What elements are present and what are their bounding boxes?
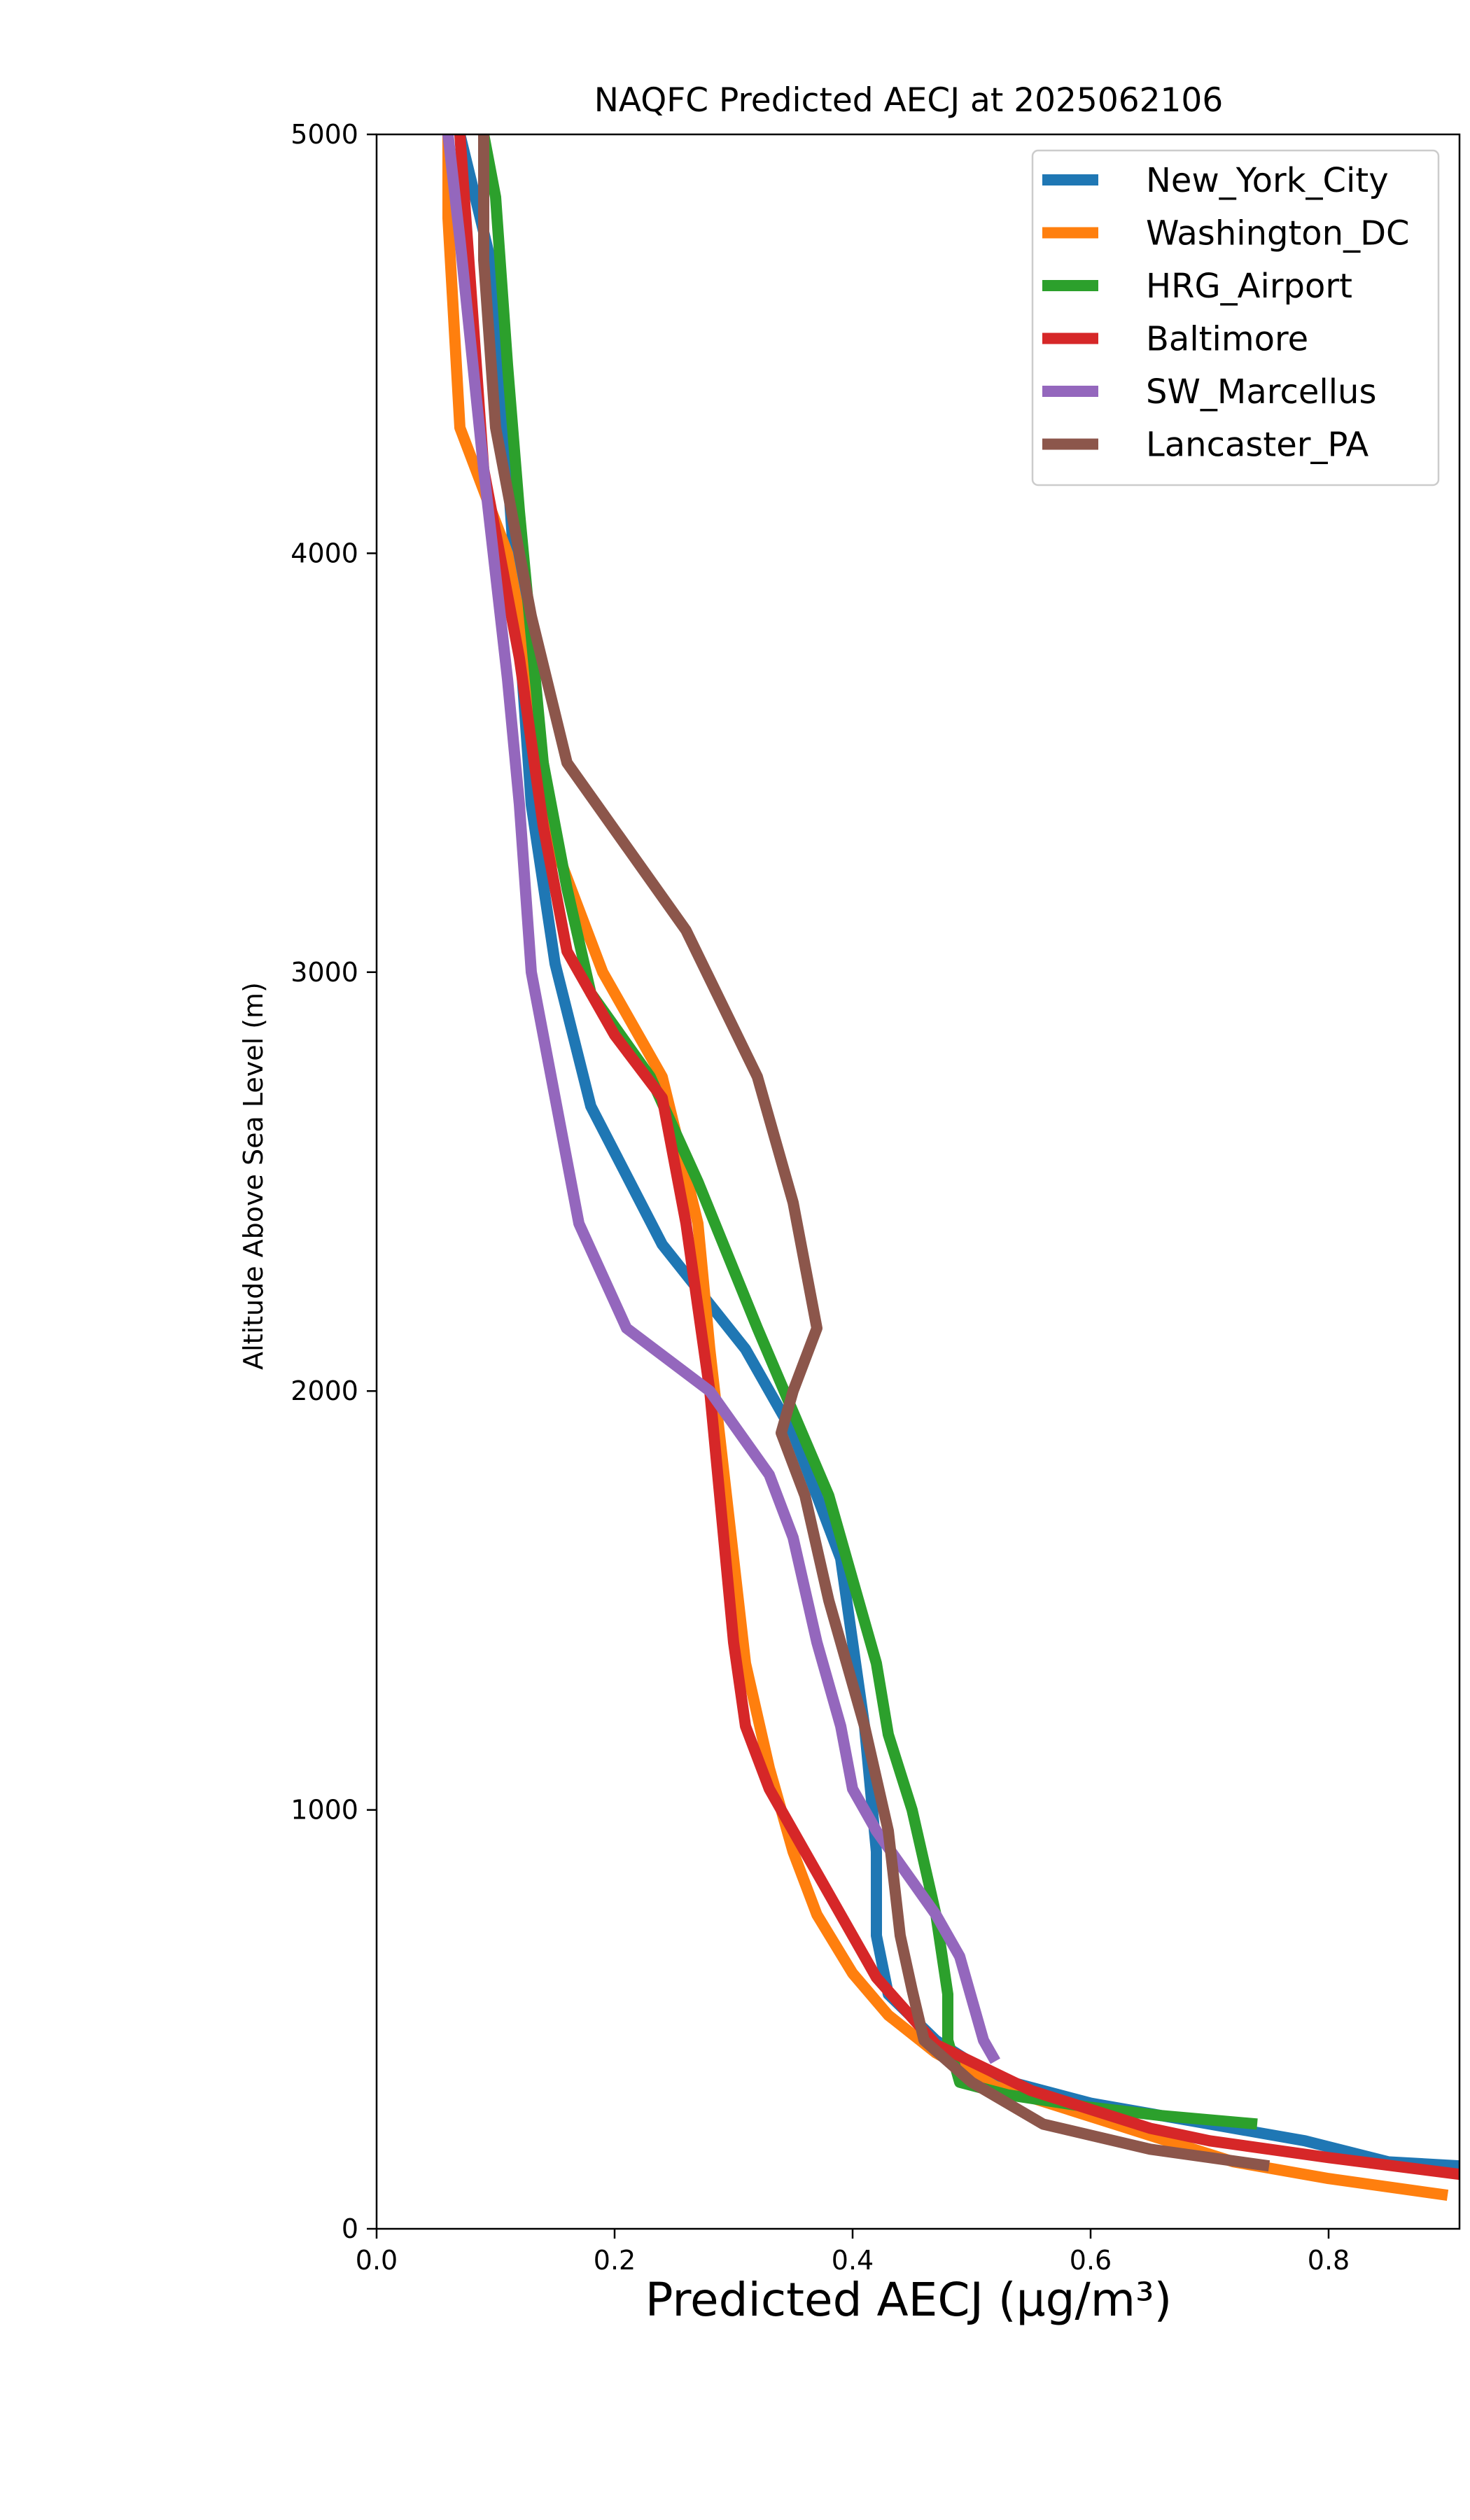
legend-label-lancaster-pa: Lancaster_PA bbox=[1146, 426, 1368, 465]
y-tick-label: 2000 bbox=[290, 1376, 358, 1406]
legend-label-sw-marcellus: SW_Marcellus bbox=[1146, 372, 1376, 412]
x-axis-label: Predicted AECJ (μg/m³) bbox=[645, 2273, 1172, 2327]
y-tick-label: 1000 bbox=[290, 1795, 358, 1826]
y-axis-ticks: 0 1000 2000 3000 4000 5000 bbox=[290, 119, 377, 2244]
series-line-sw-marcellus bbox=[442, 134, 1000, 2064]
legend-label-washington-dc: Washington_DC bbox=[1146, 214, 1410, 253]
x-tick-label: 0.6 bbox=[1070, 2245, 1112, 2276]
y-tick-label: 4000 bbox=[290, 538, 358, 568]
y-tick-label: 0 bbox=[342, 2213, 358, 2244]
y-axis-label: Altitude Above Sea Level (m) bbox=[238, 982, 269, 1370]
x-axis-ticks: 0.0 0.2 0.4 0.6 0.8 bbox=[356, 2229, 1350, 2276]
legend-label-baltimore: Baltimore bbox=[1146, 320, 1308, 359]
series-line-baltimore bbox=[454, 134, 1460, 2180]
legend-box bbox=[1031, 149, 1440, 486]
legend-label-new-york-city: New_York_City bbox=[1146, 161, 1389, 200]
x-tick-label: 0.4 bbox=[832, 2245, 874, 2276]
legend-label-hrg-airport: HRG_Airport bbox=[1146, 267, 1352, 306]
legend: New_York_City Washington_DC HRG_Airport Bal… bbox=[1031, 149, 1440, 486]
y-tick-label: 5000 bbox=[290, 119, 358, 150]
x-tick-label: 0.0 bbox=[356, 2245, 398, 2276]
x-tick-label: 0.2 bbox=[594, 2245, 636, 2276]
series-line-lancaster-pa bbox=[478, 134, 1270, 2172]
x-tick-label: 0.8 bbox=[1308, 2245, 1350, 2276]
chart-title: NAQFC Predicted AECJ at 2025062106 bbox=[594, 81, 1224, 120]
series-lines bbox=[442, 134, 1460, 2202]
y-tick-label: 3000 bbox=[290, 957, 358, 988]
plot-area-frame bbox=[375, 133, 1461, 2230]
